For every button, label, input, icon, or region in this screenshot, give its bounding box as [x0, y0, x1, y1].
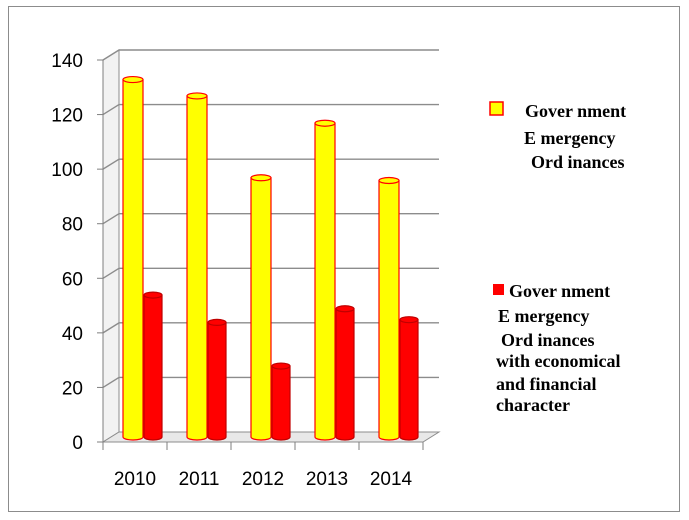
legend-label-series-2: E mergency	[498, 306, 589, 326]
y-tick-label: 40	[62, 324, 83, 345]
legend-swatch-series-1	[489, 101, 504, 116]
bar-series-1	[122, 75, 144, 441]
y-tick-label: 120	[51, 106, 83, 127]
bar-series-2	[207, 318, 227, 441]
legend-label-series-1: Gover nment	[525, 101, 626, 121]
x-axis-ticks: 2010 2011 2012 2013 2014	[114, 469, 413, 490]
y-tick-label: 140	[51, 51, 83, 72]
y-tick-label: 60	[62, 269, 83, 290]
y-tick-label: 80	[62, 215, 83, 236]
x-tick-label: 2014	[370, 469, 413, 490]
legend-swatch-series-2	[493, 284, 504, 295]
axes	[97, 59, 424, 450]
bar-series-2	[271, 362, 291, 441]
gridline	[102, 103, 439, 116]
bar-series-1	[314, 119, 336, 441]
legend-label-series-2: Gover nment	[509, 281, 610, 301]
gridline	[102, 49, 439, 61]
x-tick-label: 2013	[306, 469, 348, 490]
bar-series-2	[399, 316, 419, 441]
legend-label-series-2: and financial	[496, 374, 597, 394]
legend-item-series-1: Gover nment E mergency Ord inances	[489, 101, 626, 172]
x-tick-label: 2011	[179, 469, 220, 490]
legend-label-series-2: Ord inances	[501, 330, 595, 350]
bars	[122, 75, 419, 441]
legend-label-series-2: character	[496, 395, 570, 415]
legend-label-series-2: with economical	[496, 351, 620, 371]
y-axis-ticks: 0 20 40 60 80 100 120 140	[51, 51, 83, 454]
bar-series-2	[335, 305, 355, 441]
bar-series-1	[378, 176, 400, 441]
y-tick-label: 0	[72, 433, 83, 454]
legend-label-series-1: E mergency	[524, 128, 615, 148]
x-tick-label: 2012	[242, 469, 284, 490]
y-tick-label: 100	[51, 160, 83, 181]
bar-series-1	[186, 92, 208, 441]
legend-label-series-1: Ord inances	[531, 152, 625, 172]
bar-series-2	[143, 291, 163, 441]
x-tick-label: 2010	[114, 469, 156, 490]
bar-series-1	[250, 174, 272, 441]
y-tick-label: 20	[62, 378, 83, 399]
